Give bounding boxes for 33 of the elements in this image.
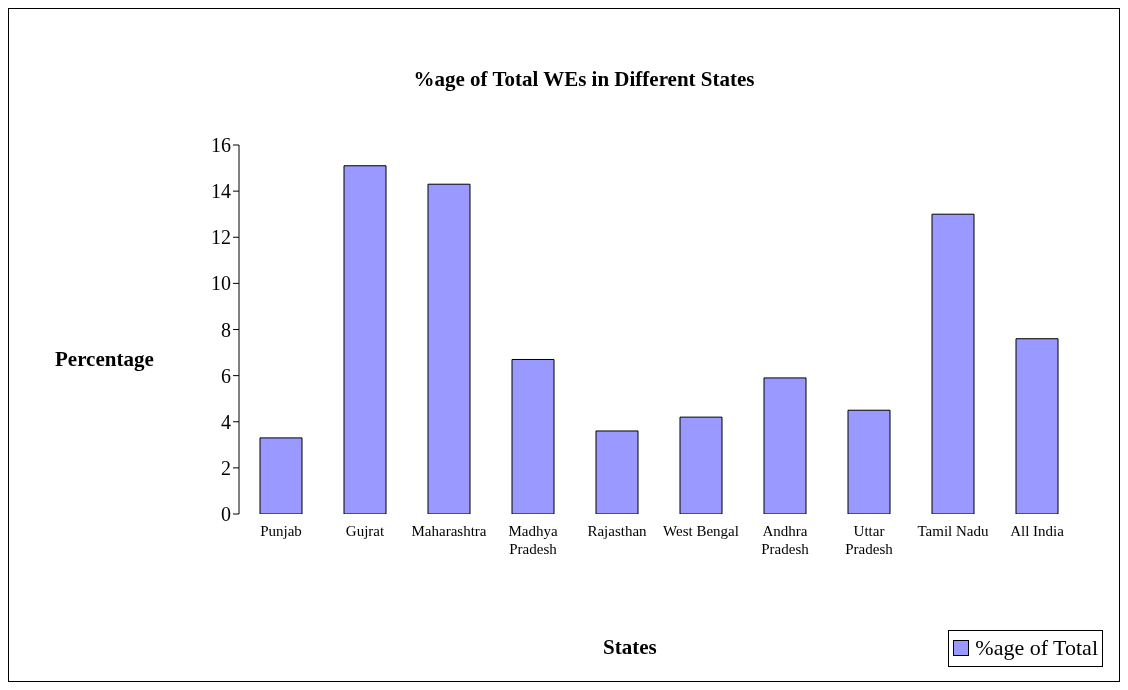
bar [511,358,555,514]
y-tick-label: 0 [221,503,231,526]
y-tick-label: 8 [221,318,231,341]
y-tick-label: 16 [211,134,231,157]
x-tick-label: Uttar Pradesh [845,523,894,557]
bar [427,183,471,514]
x-tick-label: Gujrat [345,523,385,539]
bar [679,416,723,514]
x-tick-label: All India [1010,523,1065,539]
x-tick-label: Rajasthan [587,523,648,539]
y-tick-label: 4 [221,410,231,433]
y-tick-label: 10 [211,272,231,295]
bar [763,377,807,514]
y-tick-label: 2 [221,456,231,479]
x-tick-label: Maharashtra [411,523,487,539]
x-tick-label: West Bengal [663,523,739,539]
bar [343,165,387,514]
x-tick-label: Tamil Nadu [917,523,990,539]
y-tick-label: 6 [221,364,231,387]
legend-label: %age of Total [974,635,1098,661]
x-tick-label: Punjab [260,523,302,539]
y-tick-label: 14 [211,180,231,203]
bar [847,409,891,514]
y-tick-label: 12 [211,226,231,249]
x-tick-label: Andhra Pradesh [761,523,810,557]
chart-title: %age of Total WEs in Different States [412,67,756,92]
x-axis-title: States [603,635,657,660]
bar [595,430,639,514]
bar [1015,338,1059,514]
x-tick-label: Madhya Pradesh [508,523,558,557]
bar [259,437,303,514]
bar [931,213,975,514]
y-axis-title: Percentage [55,347,154,372]
